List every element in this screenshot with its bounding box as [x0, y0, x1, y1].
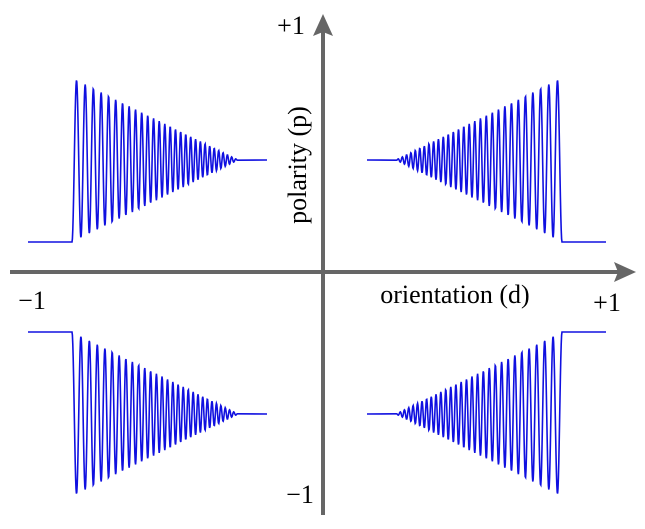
- chirp-wave: [366, 80, 606, 243]
- x-min-label: −1: [18, 286, 46, 315]
- y-arrow: [313, 14, 333, 36]
- y-max-label: +1: [277, 11, 305, 40]
- chirp-wave: [28, 80, 268, 243]
- waveforms: [28, 80, 606, 494]
- y-min-label: −1: [286, 480, 314, 509]
- chirp-wave: [28, 331, 268, 494]
- x-max-label: +1: [593, 288, 621, 317]
- y-axis-label: polarity (p): [283, 106, 312, 224]
- x-arrow: [614, 262, 636, 282]
- chirp-wave: [366, 331, 606, 494]
- x-axis-label: orientation (d): [380, 280, 529, 309]
